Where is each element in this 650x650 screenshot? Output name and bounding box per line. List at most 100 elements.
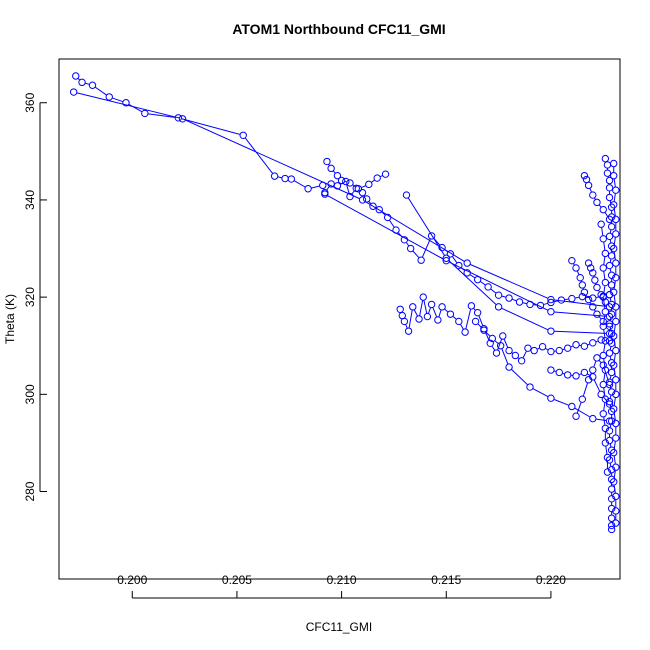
x-tick-label: 0.205 <box>222 573 252 587</box>
data-point <box>605 427 614 435</box>
data-point <box>346 192 354 201</box>
series-line-segment <box>327 195 444 260</box>
data-point <box>589 294 597 302</box>
data-point <box>599 317 607 326</box>
series-line-segment <box>594 197 596 200</box>
series-line-segment <box>603 242 606 251</box>
data-point <box>517 357 526 365</box>
data-point <box>605 184 614 192</box>
data-point <box>557 296 566 304</box>
series-line-segment <box>406 242 410 246</box>
series-line-segment <box>494 340 499 344</box>
data-point <box>446 250 455 258</box>
data-point <box>178 115 187 123</box>
data-point <box>601 278 610 287</box>
series-line-segment <box>512 298 517 302</box>
series-11 <box>584 259 610 306</box>
data-point <box>578 281 587 289</box>
data-point <box>593 283 601 292</box>
data-point <box>337 176 346 185</box>
data-point <box>321 188 329 197</box>
series-line-segment <box>486 332 491 337</box>
data-point <box>480 326 488 334</box>
plot-frame <box>58 58 621 580</box>
data-point <box>612 346 620 355</box>
data-point <box>381 170 390 178</box>
data-point <box>584 181 593 190</box>
data-point <box>563 371 572 379</box>
data-point <box>486 339 494 347</box>
series-line-segment <box>609 239 612 243</box>
data-point <box>270 172 279 180</box>
data-point <box>589 339 597 347</box>
data-point <box>373 174 381 182</box>
series-line-segment <box>603 402 606 411</box>
series-2 <box>323 157 390 193</box>
series-line-segment <box>491 345 496 351</box>
series-line-segment <box>294 180 306 188</box>
data-point <box>601 366 610 374</box>
data-point <box>547 347 555 356</box>
series-line-segment <box>380 175 383 178</box>
data-point <box>281 174 289 183</box>
series-12 <box>580 171 614 224</box>
series-6 <box>572 354 614 420</box>
series-line-segment <box>576 270 580 275</box>
series-line-segment <box>537 347 540 350</box>
series-line-segment <box>501 295 506 298</box>
data-point <box>584 295 593 304</box>
data-point <box>427 232 436 240</box>
data-point <box>597 220 605 228</box>
series-line-segment <box>85 82 90 85</box>
data-point <box>455 317 463 326</box>
data-point <box>612 273 620 282</box>
series-line-segment <box>413 309 418 317</box>
series-line-segment <box>594 309 596 312</box>
series-line-segment <box>361 185 366 188</box>
series-line-segment <box>112 97 123 103</box>
series-line-segment <box>613 397 616 406</box>
data-point <box>524 344 532 352</box>
series-line-segment <box>613 412 616 421</box>
series-line-segment <box>609 268 612 272</box>
data-point <box>607 521 616 530</box>
data-point <box>505 294 513 302</box>
series-line-segment <box>609 317 612 321</box>
data-point <box>354 185 363 193</box>
data-point <box>589 414 597 423</box>
data-point <box>572 341 580 349</box>
data-point <box>599 351 607 360</box>
series-line-segment <box>422 238 431 258</box>
data-point <box>603 453 612 462</box>
data-point <box>584 259 593 267</box>
data-point <box>494 303 503 311</box>
data-point <box>612 434 620 442</box>
data-point <box>419 293 427 301</box>
data-point <box>607 495 616 503</box>
series-line-segment <box>326 186 330 191</box>
series-line-segment <box>553 399 569 406</box>
data-point <box>141 109 149 118</box>
y-tick-label: 340 <box>23 190 37 210</box>
series-line-segment <box>148 113 175 118</box>
data-point <box>480 325 488 333</box>
data-point <box>400 317 409 326</box>
data-point <box>287 175 296 183</box>
series-line-segment <box>609 327 612 331</box>
data-point <box>304 185 312 193</box>
series-line-segment <box>419 300 424 316</box>
data-point <box>605 400 614 408</box>
data-point <box>607 368 616 377</box>
data-point <box>607 514 616 522</box>
data-point <box>612 303 620 311</box>
y-tick-label: 360 <box>23 92 37 112</box>
data-point <box>568 402 576 411</box>
series-line-segment <box>95 86 107 96</box>
data-point <box>538 343 547 351</box>
data-point <box>174 114 183 122</box>
data-point <box>568 294 576 303</box>
data-point <box>404 327 413 335</box>
data-point <box>586 264 595 272</box>
data-point <box>396 305 404 313</box>
axes: 0.200 0.205 0.210 0.215 0.220 280 300 320 340 360 <box>23 92 566 599</box>
